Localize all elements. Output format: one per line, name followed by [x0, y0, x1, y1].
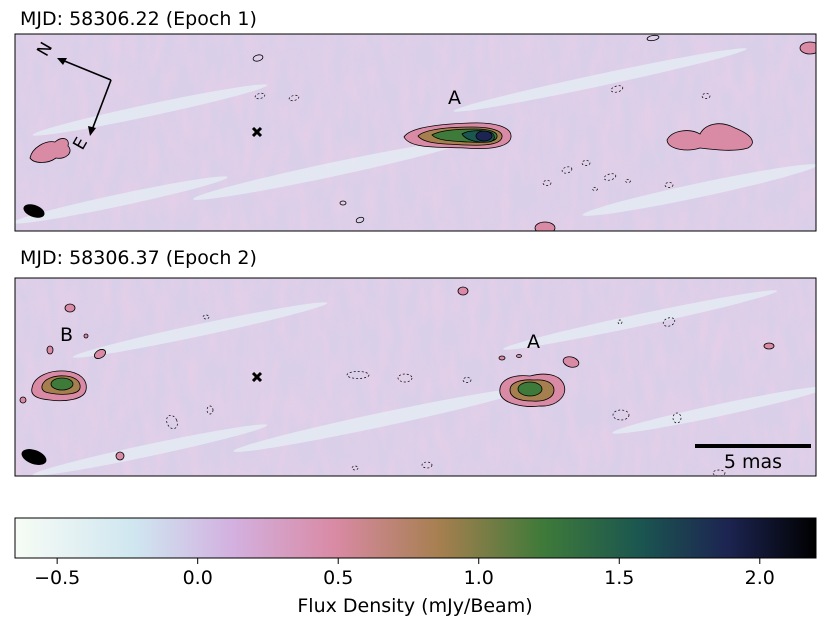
panel-epoch-1: MJD: 58306.22 (Epoch 1) [14, 8, 817, 232]
colorbar-tick-label: 1.5 [604, 567, 634, 589]
colorbar-tick-label: 1.0 [464, 567, 494, 589]
panel-1-source-a [403, 122, 512, 149]
panel-2-component-a-label: A [527, 331, 540, 353]
panel-2-title: MJD: 58306.37 (Epoch 2) [20, 247, 257, 269]
panel-2-streaks [32, 290, 816, 476]
panel-1-frame [14, 33, 817, 232]
colorbar-label: Flux Density (mJy/Beam) [297, 595, 532, 617]
colorbar-tick-label: 0.5 [323, 567, 353, 589]
colorbar-tick-label: −0.5 [34, 567, 80, 589]
panel-1-beam-ellipse [23, 204, 45, 218]
panel-1-positive-contours [29, 41, 816, 231]
panel-2-positive-contours [19, 286, 775, 461]
colorbar-tick-label: 0.0 [183, 567, 213, 589]
panel-1-title: MJD: 58306.22 (Epoch 1) [20, 8, 257, 30]
panel-1-position-marker-icon [251, 126, 263, 138]
compass-arrows-icon [57, 58, 112, 136]
colorbar-gradient [14, 517, 817, 559]
panel-2-source-b [31, 370, 87, 402]
panel-epoch-2: MJD: 58306.37 (Epoch 2) [14, 247, 817, 477]
panel-2-negative-contours [166, 314, 726, 476]
panel-2-source-a [499, 373, 566, 407]
panel-1-streaks [15, 48, 816, 224]
colorbar-tick-label: 2.0 [745, 567, 775, 589]
panel-1-small-contours [252, 34, 660, 224]
colorbar-ticks: −0.5 0.0 0.5 1.0 1.5 2.0 [34, 558, 775, 589]
panel-1-component-a-label: A [448, 87, 461, 109]
panel-2-beam-ellipse [21, 449, 47, 465]
scale-bar-label: 5 mas [724, 451, 782, 473]
panel-2-frame [14, 277, 817, 477]
panel-2-position-marker-icon [251, 371, 263, 383]
colorbar: −0.5 0.0 0.5 1.0 1.5 2.0 Flux Density (mJy/Be… [14, 517, 817, 617]
panel-2-component-b-label: B [60, 324, 73, 346]
